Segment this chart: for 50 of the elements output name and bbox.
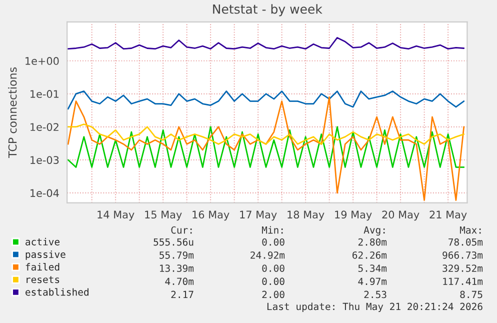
text: 117.41m (443, 278, 483, 285)
text: 8.75 (460, 290, 482, 298)
line-series (67, 96, 465, 201)
text: Last update: Thu May 21 20:21:24 2026 (267, 302, 482, 312)
text: Max: (460, 226, 481, 234)
line-series (67, 126, 465, 168)
text: 13.39m (160, 264, 194, 272)
y-tick-label: 1e-03 (30, 156, 59, 164)
legend-label: established (26, 288, 88, 296)
x-tick-label: 18 May (288, 210, 324, 221)
text: 0.00 (262, 264, 284, 272)
text: Cur: (171, 226, 192, 234)
chart-title: Netstat - by week (213, 4, 322, 16)
line-series (67, 90, 465, 110)
x-tick-label: 20 May (382, 210, 420, 221)
y-tick-label: 1e-04 (30, 189, 59, 198)
text: 78.05m (448, 238, 483, 246)
legend-label: active (26, 238, 60, 246)
text: 4.97m (358, 278, 387, 286)
line-series (67, 37, 465, 50)
legend-label: passive (26, 250, 66, 260)
y-tick-label: 1e+00 (26, 57, 59, 65)
text: 2.53 (364, 290, 386, 298)
text: 2.80m (358, 238, 387, 246)
text: 2.17 (171, 290, 194, 298)
x-tick-label: 16 May (192, 210, 230, 221)
x-tick-label: 17 May (240, 210, 277, 221)
legend-label: failed (26, 263, 60, 271)
y-tick-label: 1e-01 (30, 90, 58, 98)
text: Avg: (364, 226, 385, 236)
legend-label: resets (26, 276, 60, 284)
x-tick-label: 15 May (145, 210, 182, 221)
text: 4.70m (165, 278, 194, 286)
text: 62.26m (352, 251, 387, 259)
text: 555.56u (154, 238, 194, 246)
y-axis-title: TCP connections (8, 67, 17, 158)
text: 2.00 (262, 290, 284, 298)
text: 24.92m (250, 251, 285, 259)
y-tick-label: 1e-02 (30, 123, 58, 131)
text: 55.79m (160, 251, 194, 259)
text: 0.00 (262, 278, 284, 286)
x-tick-label: 14 May (98, 210, 134, 221)
x-tick-label: 19 May (335, 210, 372, 221)
text: 329.52m (442, 264, 483, 272)
text: 966.73m (442, 251, 483, 259)
text: 0.00 (262, 238, 284, 246)
text: 5.34m (358, 264, 387, 272)
text: Min: (262, 226, 283, 234)
x-tick-label: 21 May (430, 210, 467, 221)
line-series (67, 124, 465, 145)
